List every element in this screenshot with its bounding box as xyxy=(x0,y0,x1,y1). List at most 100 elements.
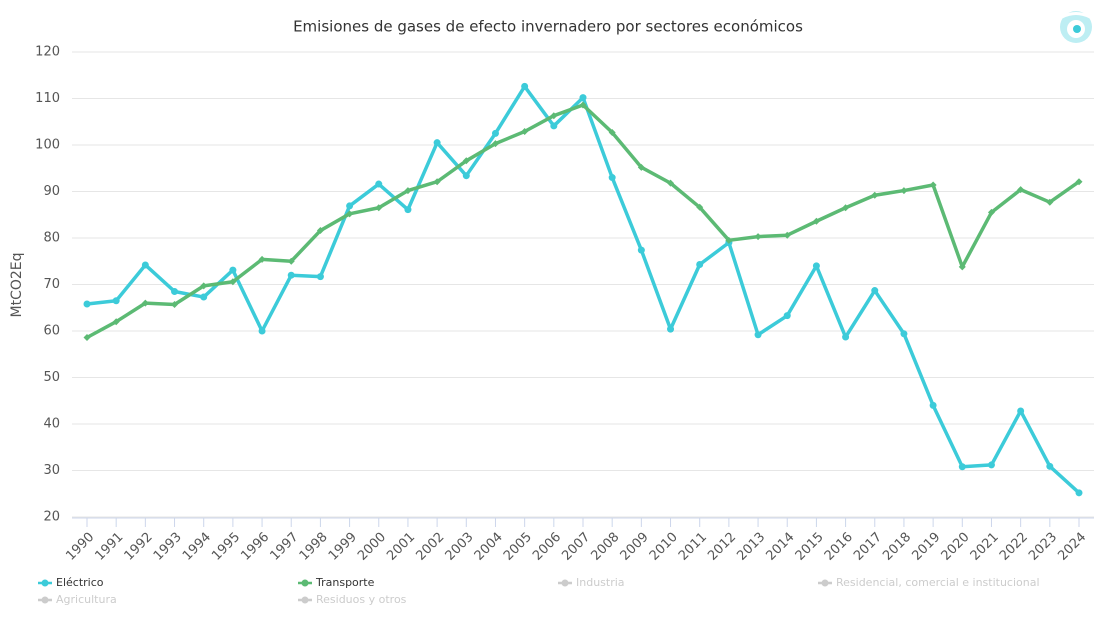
x-tick-label: 1995 xyxy=(209,530,243,564)
legend-symbol xyxy=(821,579,829,587)
x-tick-label: 1996 xyxy=(238,530,272,564)
x-tick-label: 2018 xyxy=(880,530,914,564)
point xyxy=(754,233,762,241)
y-tick-label: 40 xyxy=(43,417,60,432)
point xyxy=(579,101,587,109)
x-tick-label: 2016 xyxy=(822,530,856,564)
x-tick-label: 2014 xyxy=(764,530,798,564)
x-tick-label: 2006 xyxy=(530,530,564,564)
point xyxy=(229,266,237,274)
x-tick-label: 1990 xyxy=(63,530,97,564)
point xyxy=(900,330,908,338)
x-tick-label: 2010 xyxy=(647,530,681,564)
point xyxy=(171,300,179,308)
x-tick-label: 2009 xyxy=(618,530,652,564)
x-tick-label: 2005 xyxy=(501,530,535,564)
point xyxy=(83,334,91,342)
point xyxy=(958,263,966,271)
point xyxy=(200,293,208,301)
legend-symbol xyxy=(301,579,309,587)
x-tick-label: 2012 xyxy=(705,530,739,564)
point xyxy=(667,179,675,187)
point xyxy=(141,261,149,269)
point xyxy=(404,206,412,214)
legend-label: Transporte xyxy=(315,576,375,589)
point xyxy=(258,255,266,263)
x-tick-label: 2007 xyxy=(559,530,593,564)
y-tick-label: 110 xyxy=(35,91,60,106)
x-tick-label: 2004 xyxy=(472,530,506,564)
point xyxy=(987,461,995,469)
point xyxy=(958,463,966,471)
point xyxy=(1017,407,1025,415)
y-tick-label: 50 xyxy=(43,370,60,385)
point xyxy=(637,163,645,171)
legend-item[interactable]: Transporte xyxy=(298,576,375,589)
x-tick-label: 1997 xyxy=(268,530,302,564)
point xyxy=(783,231,791,239)
logo xyxy=(1060,11,1092,43)
point xyxy=(1075,178,1083,186)
point xyxy=(929,181,937,189)
legend-item[interactable]: Residencial, comercial e institucional xyxy=(818,576,1040,589)
legend-item[interactable]: Eléctrico xyxy=(38,576,104,589)
point xyxy=(608,174,616,182)
point xyxy=(987,208,995,216)
point xyxy=(696,203,704,211)
x-tick-label: 2020 xyxy=(939,530,973,564)
point xyxy=(229,278,237,286)
point xyxy=(696,261,704,269)
y-tick-label: 90 xyxy=(43,184,60,199)
point xyxy=(900,187,908,195)
y-tick-label: 100 xyxy=(35,138,60,153)
point xyxy=(871,191,879,199)
x-tick-label: 1994 xyxy=(180,530,214,564)
x-tick-label: 2013 xyxy=(734,530,768,564)
legend-label: Eléctrico xyxy=(56,576,104,589)
legend-symbol xyxy=(561,579,569,587)
point xyxy=(404,187,412,195)
point xyxy=(375,180,383,188)
legend-item[interactable]: Residuos y otros xyxy=(298,593,407,606)
y-tick-label: 70 xyxy=(43,277,60,292)
point xyxy=(637,246,645,254)
point xyxy=(112,297,120,305)
point xyxy=(1046,198,1054,206)
point xyxy=(1017,186,1025,194)
point xyxy=(812,262,820,270)
point xyxy=(521,82,529,90)
x-tick-label: 1998 xyxy=(297,530,331,564)
point xyxy=(83,300,91,308)
point xyxy=(316,227,324,235)
legend-item[interactable]: Industria xyxy=(558,576,625,589)
point xyxy=(929,401,937,409)
series-line xyxy=(86,84,1081,495)
x-tick-label: 1999 xyxy=(326,530,360,564)
point xyxy=(287,271,295,279)
point xyxy=(433,139,441,147)
point xyxy=(667,325,675,333)
point xyxy=(1046,462,1054,470)
y-axis-label: MtCO2Eq xyxy=(9,252,25,317)
legend-label: Agricultura xyxy=(56,593,117,606)
x-tick-label: 2023 xyxy=(1026,530,1060,564)
legend-item[interactable]: Agricultura xyxy=(38,593,117,606)
point xyxy=(842,204,850,212)
y-tick-label: 80 xyxy=(43,231,60,246)
point xyxy=(258,327,266,335)
point xyxy=(112,318,120,326)
x-tick-label: 2001 xyxy=(384,530,418,564)
point xyxy=(579,94,587,102)
point xyxy=(491,129,499,137)
point xyxy=(521,128,529,136)
point xyxy=(316,273,324,281)
point xyxy=(462,157,470,165)
x-tick-label: 1992 xyxy=(122,530,156,564)
point xyxy=(725,236,733,244)
x-tick-label: 2008 xyxy=(588,530,622,564)
x-tick-label: 2019 xyxy=(909,530,943,564)
point xyxy=(141,299,149,307)
point xyxy=(1075,489,1083,497)
y-tick-label: 120 xyxy=(35,45,60,60)
